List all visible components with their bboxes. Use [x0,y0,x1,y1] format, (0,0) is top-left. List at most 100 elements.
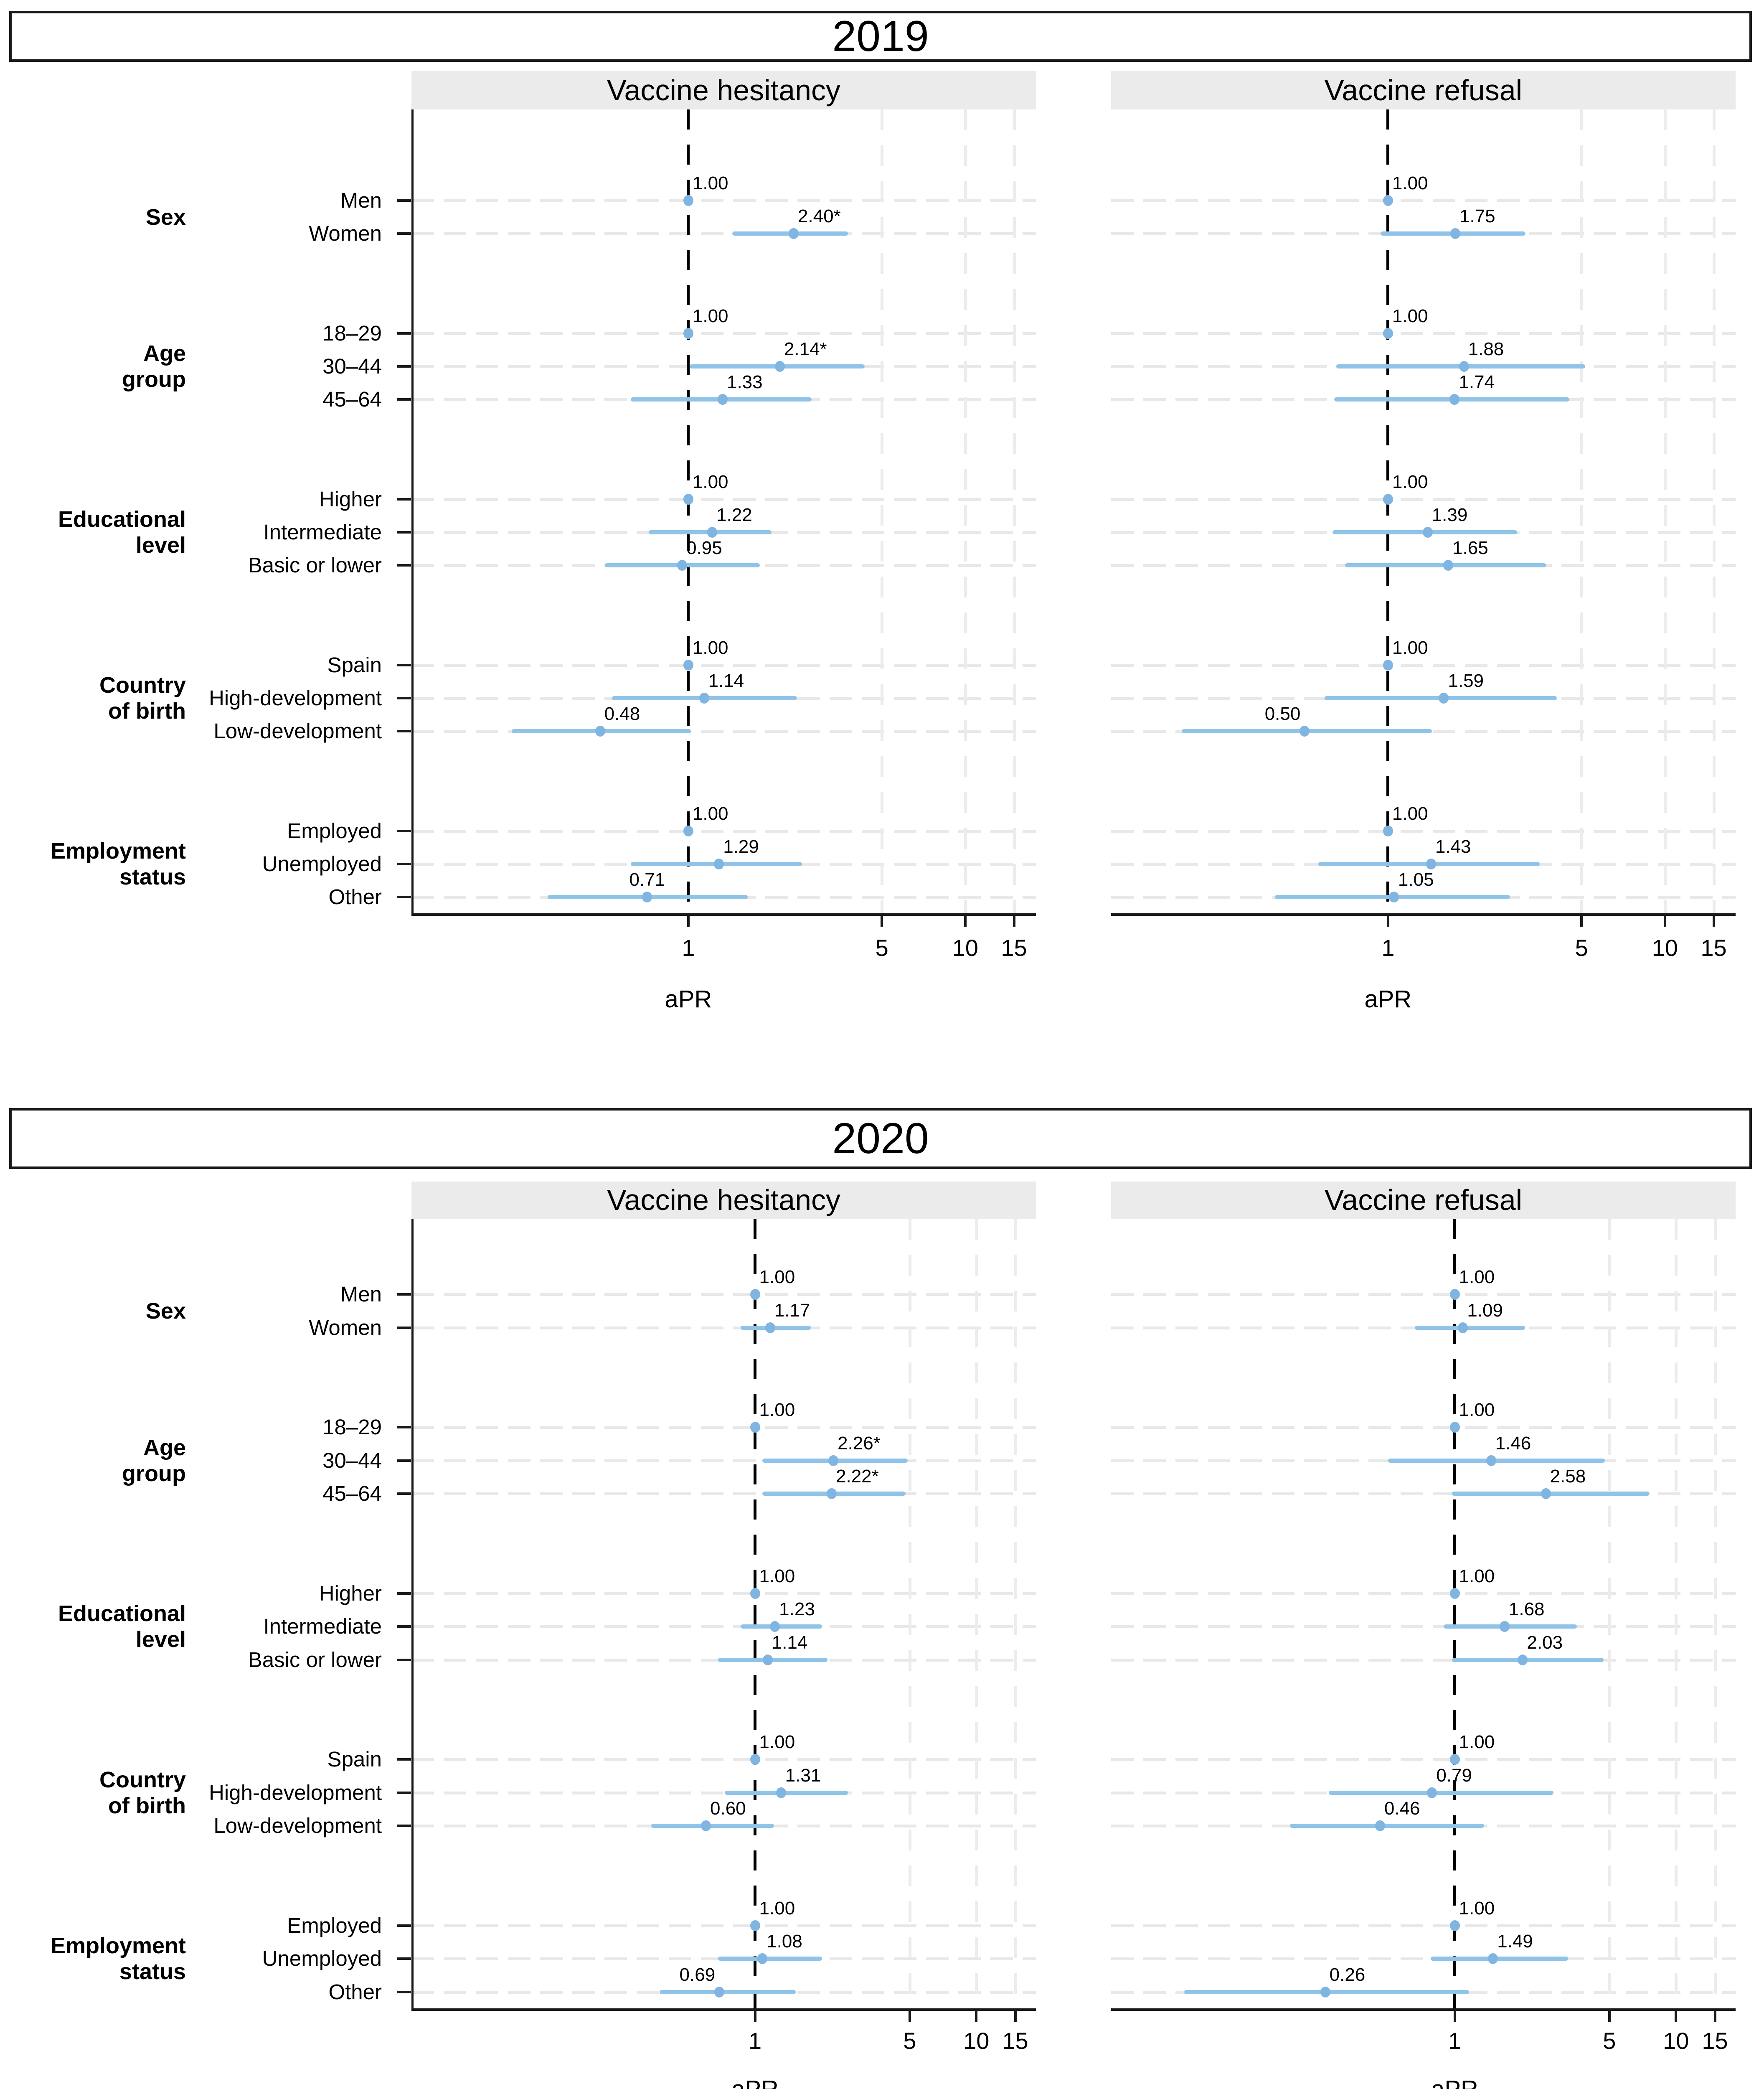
value-label: 1.00 [692,471,728,492]
x-tick [908,2011,911,2022]
x-axis-line [1111,913,1736,916]
v-gridline [964,109,967,913]
value-label: 1.74 [1459,372,1495,393]
group-label: Country of birth [99,1767,186,1818]
ci-bar [1290,1824,1485,1828]
value-label: 1.22 [716,505,752,525]
axis-title-apr: aPR [1392,2076,1518,2089]
point-marker [1439,693,1449,704]
value-label: 1.39 [1432,505,1468,525]
row-label: Spain [327,653,382,677]
value-label: 1.00 [1392,803,1428,824]
row-gridline [1111,398,1736,402]
row-label: Men [340,188,382,212]
value-label: 1.00 [692,173,728,193]
v-gridline [1713,1219,1717,2008]
ci-bar [740,1624,822,1629]
value-label: 2.22* [836,1466,879,1487]
x-axis-line [411,2008,1036,2011]
row-tick [397,1459,411,1462]
ci-bar [689,364,865,368]
value-label: 1.88 [1468,339,1504,359]
row-tick [397,1426,411,1428]
row-label: 45–64 [322,387,382,412]
x-tick [1608,2011,1611,2022]
ci-bar [762,1458,908,1463]
row-gridline [1111,1293,1736,1296]
x-tick [1014,2011,1017,2022]
point-marker [683,493,693,505]
row-label: 30–44 [322,1448,382,1472]
x-axis-line [411,913,1036,916]
point-marker [1488,1953,1498,1964]
row-tick [397,896,411,899]
ref-line [687,109,690,913]
plot-panel: 1.00 2.40* 1.00 2.14* 1.33 1.00 1.22 0.95 1.00 1.… [411,109,1036,913]
ci-bar [649,530,772,534]
x-tick-label: 15 [1001,935,1027,961]
row-label: Unemployed [262,852,382,876]
plot-panel: 1.00 1.09 1.00 1.46 2.58 1.00 1.68 2.03 1.00 0.79… [1111,1219,1736,2008]
row-label: Women [309,1315,382,1339]
row-label: Employed [287,818,382,843]
row-gridline [1111,1658,1736,1662]
value-label: 1.00 [1392,471,1428,492]
point-marker [1449,394,1460,405]
row-gridline [411,829,1036,833]
point-marker [776,1787,786,1798]
ci-bar [605,563,760,568]
x-tick [964,916,967,927]
point-marker [683,195,693,206]
row-gridline [411,564,1036,567]
row-label: Women [309,221,382,246]
strip-title: Vaccine refusal [1324,1184,1523,1216]
row-label: 18–29 [322,1415,382,1439]
row-label: Intermediate [263,520,382,544]
point-marker [1383,659,1393,671]
v-gridline [1014,1219,1017,2008]
row-tick [397,1492,411,1495]
row-gridline [1111,1791,1736,1794]
year-title-box-2020: 2020 [9,1108,1752,1169]
x-tick-label: 10 [963,2028,990,2054]
row-label: Higher [319,1581,382,1605]
v-gridline [881,109,884,913]
value-label: 1.00 [759,1400,795,1420]
ci-bar [1452,1492,1650,1496]
value-label: 1.00 [1392,173,1428,193]
point-marker [683,328,693,339]
point-marker [828,1455,839,1466]
point-marker [774,361,785,372]
point-marker [1383,825,1393,836]
group-label: Sex [145,1298,186,1324]
row-gridline [411,498,1036,501]
row-gridline [411,1492,1036,1495]
ci-bar [1345,563,1546,568]
value-label: 1.17 [774,1300,810,1321]
value-label: 1.00 [692,803,728,824]
x-tick [1713,2011,1716,2022]
row-gridline [1111,697,1736,700]
group-label: Country of birth [99,673,186,724]
x-tick-label: 1 [748,2028,762,2054]
value-label: 1.05 [1398,869,1434,890]
row-label: Basic or lower [248,553,382,577]
group-label: Educational level [58,507,186,558]
row-tick [397,332,411,335]
row-gridline [1111,1326,1736,1329]
year-title: 2019 [832,12,929,61]
row-label: 45–64 [322,1482,382,1505]
v-gridline [1608,1219,1611,2008]
value-label: 1.29 [723,836,759,857]
row-tick [397,1791,411,1794]
point-marker [762,1654,773,1665]
row-label: Men [340,1282,382,1306]
row-tick [397,1825,411,1827]
row-gridline [1111,199,1736,202]
ref-line [1453,1219,1457,2008]
x-tick-label: 10 [1652,935,1678,961]
ci-bar [1324,696,1557,700]
ci-bar [1274,895,1510,900]
ci-bar [511,729,691,734]
